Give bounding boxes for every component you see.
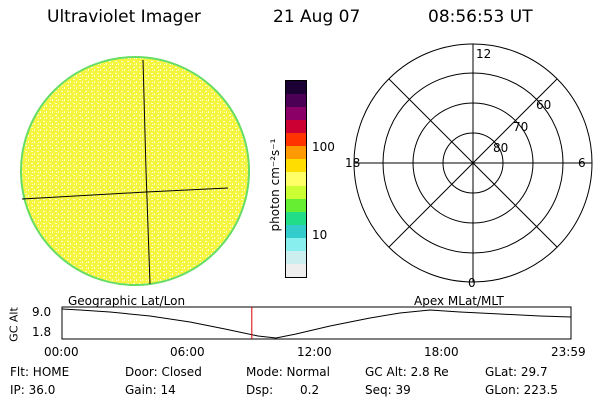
- info-mode: Mode: Normal: [246, 365, 330, 379]
- orbit-plot-frame: [61, 306, 572, 340]
- colorbar-segment: [286, 211, 306, 225]
- polar-diagonal-2: [388, 78, 558, 248]
- mlat-label-70: 70: [513, 120, 529, 134]
- colorbar-segment: [286, 120, 306, 134]
- time-label: 08:56:53 UT: [428, 7, 533, 27]
- orbit-y-tick-low: 1.8: [32, 325, 52, 339]
- orbit-left-title: Geographic Lat/Lon: [68, 294, 186, 308]
- orbit-y-tick-high: 9.0: [32, 305, 52, 319]
- colorbar-segment: [286, 263, 306, 277]
- mlt-label-6: 6: [578, 156, 586, 170]
- colorbar-segment: [286, 146, 306, 160]
- parallel-line: [21, 187, 229, 200]
- date-label: 21 Aug 07: [273, 7, 361, 27]
- info-flt: Flt: HOME: [10, 365, 70, 379]
- colorbar: [285, 80, 307, 278]
- mlat-label-80: 80: [493, 141, 509, 155]
- info-door: Door: Closed: [125, 365, 202, 379]
- colorbar-segment: [286, 133, 306, 147]
- colorbar-tick-10: 10: [312, 228, 328, 242]
- app-title: Ultraviolet Imager: [47, 7, 201, 27]
- info-gc-alt: GC Alt: 2.8 Re: [365, 365, 449, 379]
- colorbar-segment: [286, 185, 306, 199]
- orbit-altitude-curve: [61, 308, 572, 339]
- colorbar-segment: [286, 250, 306, 264]
- meridian-line: [142, 59, 151, 285]
- colorbar-segment: [286, 159, 306, 173]
- colorbar-segment: [286, 94, 306, 108]
- colorbar-segment: [286, 81, 306, 95]
- colorbar-segment: [286, 107, 306, 121]
- info-gain: Gain: 14: [125, 383, 176, 397]
- colorbar-segment: [286, 172, 306, 186]
- mlt-label-12: 12: [476, 47, 492, 61]
- info-dsp-value: 0.2: [300, 383, 320, 397]
- orbit-x-tick-2: 12:00: [297, 345, 332, 359]
- colorbar-tick-100: 100: [312, 140, 335, 154]
- info-dsp-label: Dsp:: [246, 383, 274, 397]
- colorbar-segment: [286, 224, 306, 238]
- mlt-label-0: 0: [468, 276, 476, 290]
- info-ip: IP: 36.0: [10, 383, 56, 397]
- orbit-x-tick-4: 23:59: [551, 345, 586, 359]
- orbit-x-tick-1: 06:00: [170, 345, 205, 359]
- mlat-label-60: 60: [536, 98, 552, 112]
- earth-disk: [20, 56, 250, 286]
- info-glat: GLat: 29.7: [485, 365, 548, 379]
- mlt-label-18: 18: [345, 156, 361, 170]
- orbit-x-tick-0: 00:00: [44, 345, 79, 359]
- orbit-right-title: Apex MLat/MLT: [414, 294, 504, 308]
- info-glon: GLon: 223.5: [485, 383, 558, 397]
- colorbar-segment: [286, 237, 306, 251]
- orbit-x-tick-3: 18:00: [424, 345, 459, 359]
- colorbar-segment: [286, 198, 306, 212]
- info-seq: Seq: 39: [365, 383, 411, 397]
